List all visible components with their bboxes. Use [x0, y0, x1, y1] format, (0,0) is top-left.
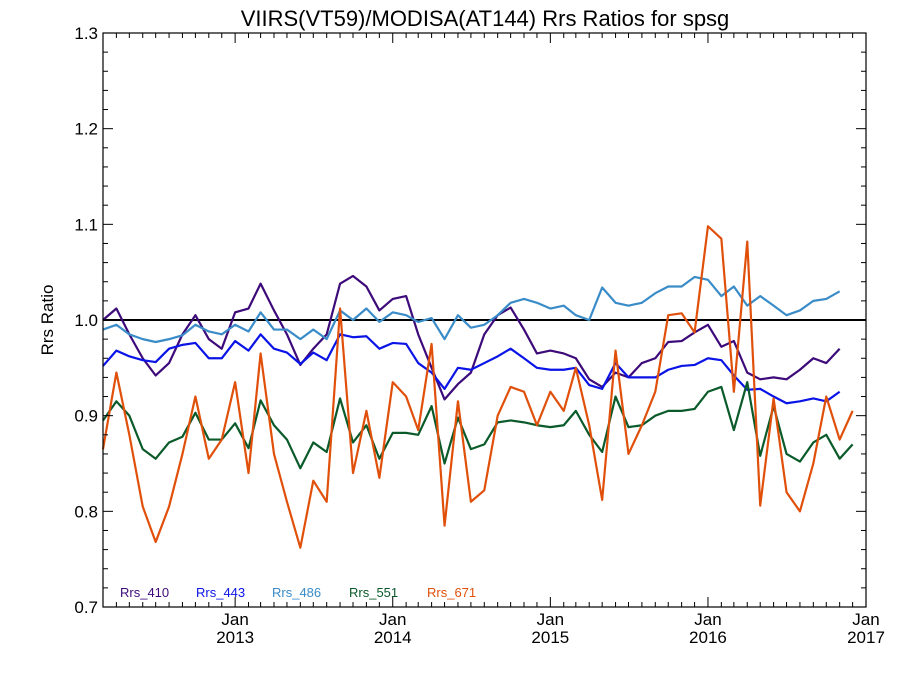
series-line-rrs-486 [102, 275, 841, 344]
x-tick-label-month: Jan [537, 610, 564, 629]
axes: 0.70.80.91.01.11.21.3Jan2013Jan2014Jan20… [74, 24, 885, 647]
x-tick-label-year: 2017 [847, 628, 885, 647]
chart-title: VIIRS(VT59)/MODISA(AT144) Rrs Ratios for… [241, 6, 730, 31]
y-tick-label: 1.0 [74, 311, 98, 330]
y-tick-label: 1.2 [74, 120, 98, 139]
series-line-rrs-410 [102, 274, 841, 401]
legend-entry-rrs-410: Rrs_410 [120, 585, 169, 600]
y-tick-label: 1.1 [74, 215, 98, 234]
x-tick-label-month: Jan [379, 610, 406, 629]
y-tick-label: 0.9 [74, 407, 98, 426]
y-tick-label: 1.3 [74, 24, 98, 43]
x-tick-label-year: 2014 [374, 628, 412, 647]
legend-entry-rrs-551: Rrs_551 [349, 585, 398, 600]
x-tick-label-month: Jan [221, 610, 248, 629]
series-layer [101, 225, 854, 549]
series-line-rrs-551 [102, 381, 854, 470]
legend-entry-rrs-443: Rrs_443 [196, 585, 245, 600]
legend-entry-rrs-671: Rrs_671 [427, 585, 476, 600]
series-line-rrs-443 [102, 333, 841, 405]
y-tick-label: 0.7 [74, 598, 98, 617]
series-line-rrs-671 [101, 225, 854, 549]
legend: Rrs_410 Rrs_443 Rrs_486 Rrs_551 Rrs_671 [120, 585, 476, 600]
x-tick-label-year: 2016 [689, 628, 727, 647]
legend-entry-rrs-486: Rrs_486 [272, 585, 321, 600]
x-tick-label-month: Jan [694, 610, 721, 629]
y-tick-label: 0.8 [74, 502, 98, 521]
x-tick-label-year: 2013 [216, 628, 254, 647]
y-axis-label: Rrs Ratio [38, 285, 57, 356]
x-tick-label-year: 2015 [531, 628, 569, 647]
x-tick-label-month: Jan [852, 610, 879, 629]
